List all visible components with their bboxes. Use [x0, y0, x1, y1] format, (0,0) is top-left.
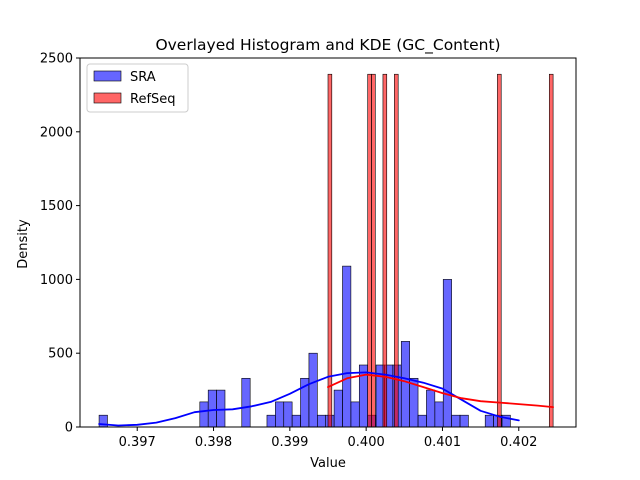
sra-bar: [459, 414, 469, 428]
legend-swatch-refseq: [93, 92, 122, 104]
sra-bar: [434, 401, 444, 428]
y-axis: 0 500 1000 1500 2000 2500: [40, 52, 80, 436]
chart-title: Overlayed Histogram and KDE (GC_Content): [155, 36, 500, 55]
plot-frame: [79, 57, 577, 428]
sra-kde-line: [98, 371, 520, 427]
sra-bar: [442, 279, 452, 428]
sra-bar: [350, 401, 360, 428]
x-axis: 0.397 0.398 0.399 0.400 0.401 0.402: [119, 427, 537, 450]
legend-label-sra: SRA: [130, 70, 156, 85]
sra-bar: [317, 414, 327, 428]
legend-label-refseq: RefSeq: [130, 92, 176, 107]
refseq-bar: [548, 73, 554, 428]
sra-bar: [417, 414, 427, 428]
x-axis-title: Value: [310, 456, 346, 471]
sra-bar: [275, 401, 285, 428]
y-axis-title: Density: [16, 219, 31, 269]
sra-bar: [342, 265, 352, 428]
sra-bar: [400, 341, 410, 428]
refseq-bar: [327, 73, 333, 428]
y-tick-label: 1500: [40, 199, 73, 214]
x-tick-label: 0.399: [271, 435, 308, 450]
legend-swatch-sra: [93, 70, 122, 82]
y-tick-label: 2000: [40, 125, 73, 140]
y-tick-label: 500: [48, 347, 73, 362]
kde-curves: [98, 371, 554, 427]
sra-bar: [216, 389, 226, 428]
sra-bar: [308, 352, 318, 428]
sra-bar: [451, 414, 461, 428]
refseq-bar: [497, 73, 502, 428]
y-tick-label: 1000: [40, 273, 73, 288]
y-tick-label: 0: [65, 421, 73, 436]
sra-bar: [207, 389, 217, 428]
sra-bar: [241, 377, 251, 428]
sra-bar: [266, 414, 276, 428]
sra-bar: [283, 401, 293, 428]
x-tick-label: 0.401: [424, 435, 461, 450]
sra-bar: [199, 401, 209, 428]
sra-bar: [291, 414, 301, 428]
refseq-bar: [394, 73, 399, 428]
sra-bar: [484, 414, 494, 428]
y-tick-label: 2500: [40, 52, 73, 67]
plot-area: [79, 57, 577, 428]
refseq-kde-line: [327, 373, 554, 409]
sra-bar: [333, 389, 343, 428]
sra-bar: [426, 389, 436, 428]
legend: SRA RefSeq: [86, 63, 189, 113]
x-tick-label: 0.397: [119, 435, 156, 450]
x-tick-label: 0.402: [500, 435, 537, 450]
x-tick-label: 0.398: [195, 435, 232, 450]
x-tick-label: 0.400: [348, 435, 385, 450]
